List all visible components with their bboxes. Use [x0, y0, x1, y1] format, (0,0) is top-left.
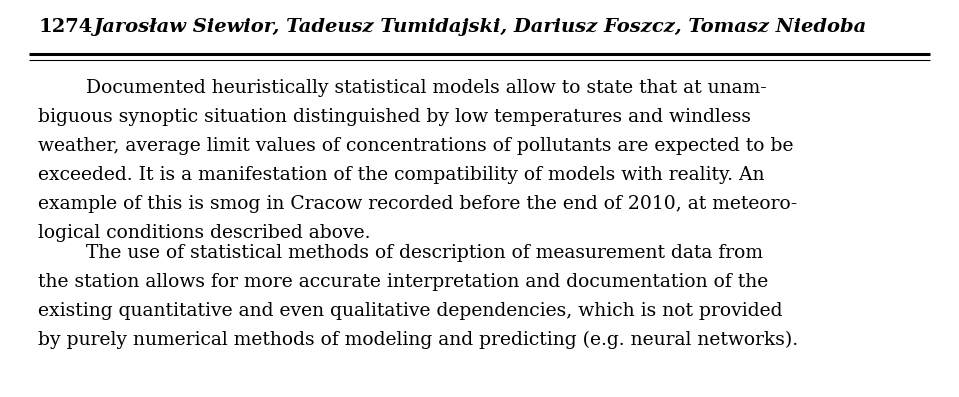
Text: Jarosław Siewior, Tadeusz Tumidajski, Dariusz Foszcz, Tomasz Niedoba: Jarosław Siewior, Tadeusz Tumidajski, Da…: [93, 18, 866, 36]
Text: The use of statistical methods of description of measurement data from: The use of statistical methods of descri…: [38, 244, 763, 262]
Text: biguous synoptic situation distinguished by low temperatures and windless: biguous synoptic situation distinguished…: [38, 108, 751, 126]
Text: exceeded. It is a manifestation of the compatibility of models with reality. An: exceeded. It is a manifestation of the c…: [38, 166, 765, 184]
Text: the station allows for more accurate interpretation and documentation of the: the station allows for more accurate int…: [38, 273, 768, 291]
Text: logical conditions described above.: logical conditions described above.: [38, 224, 371, 242]
Text: 1274: 1274: [38, 18, 93, 36]
Text: weather, average limit values of concentrations of pollutants are expected to be: weather, average limit values of concent…: [38, 137, 794, 155]
Text: example of this is smog in Cracow recorded before the end of 2010, at meteoro-: example of this is smog in Cracow record…: [38, 195, 798, 213]
Text: by purely numerical methods of modeling and predicting (e.g. neural networks).: by purely numerical methods of modeling …: [38, 331, 799, 349]
Text: existing quantitative and even qualitative dependencies, which is not provided: existing quantitative and even qualitati…: [38, 302, 783, 320]
Text: Documented heuristically statistical models allow to state that at unam-: Documented heuristically statistical mod…: [38, 79, 767, 97]
